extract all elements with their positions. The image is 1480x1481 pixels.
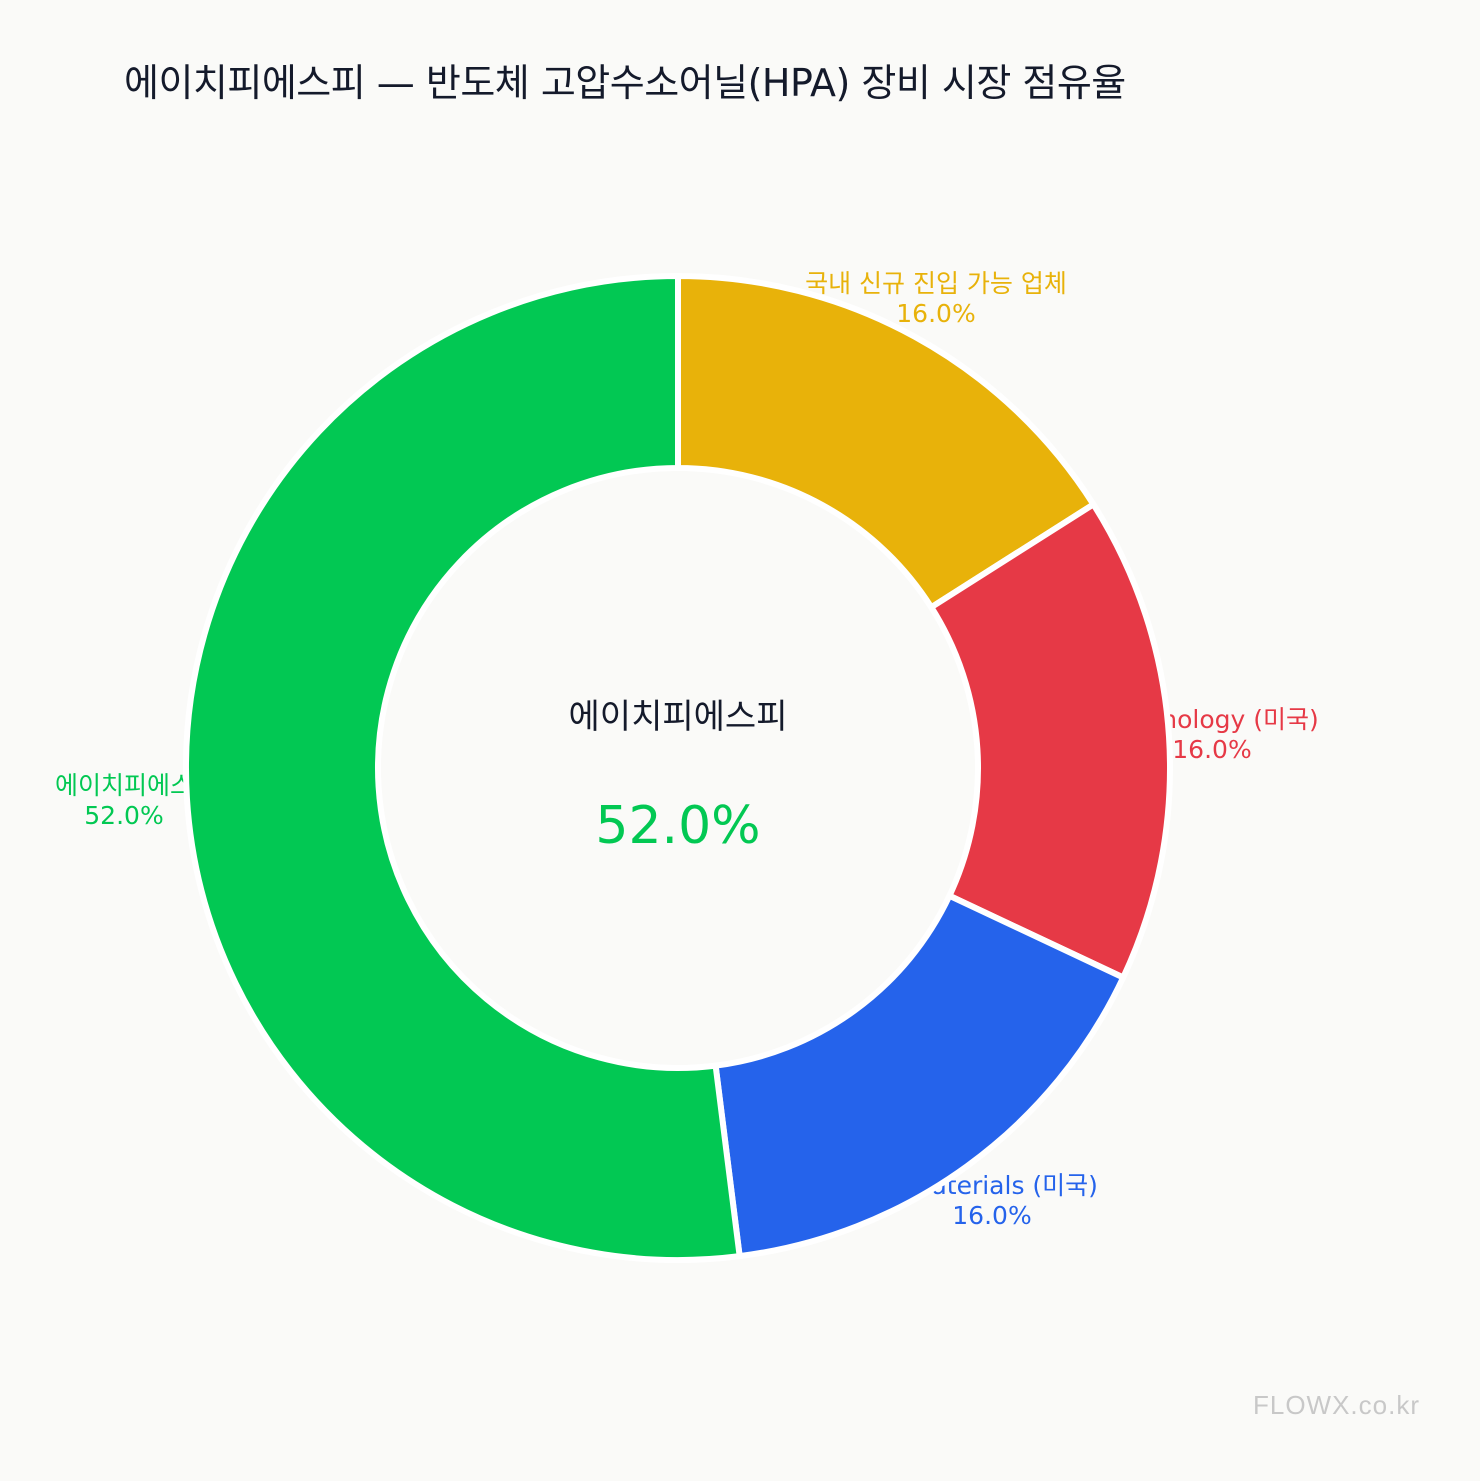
- watermark: FLOWX.co.kr: [1252, 1390, 1420, 1420]
- donut-slice: [927, 500, 1173, 982]
- slice-label: 국내 신규 진입 가능 업체: [805, 269, 1067, 298]
- slice-value-label: 16.0%: [896, 299, 975, 328]
- donut-slice: [675, 272, 1098, 612]
- slice-value-label: 16.0%: [952, 1201, 1031, 1230]
- donut-slice: [712, 891, 1128, 1260]
- slice-value-label: 52.0%: [84, 801, 163, 830]
- chart-title: 에이치피에스피 — 반도체 고압수소어닐(HPA) 장비 시장 점유율: [124, 61, 1126, 105]
- center-label: 에이치피에스피: [569, 697, 788, 737]
- slice-label: 에이치피에스: [55, 771, 193, 800]
- donut-slice: [183, 272, 744, 1263]
- slice-value-label: 16.0%: [1172, 735, 1251, 764]
- center-value: 52.0%: [595, 796, 760, 856]
